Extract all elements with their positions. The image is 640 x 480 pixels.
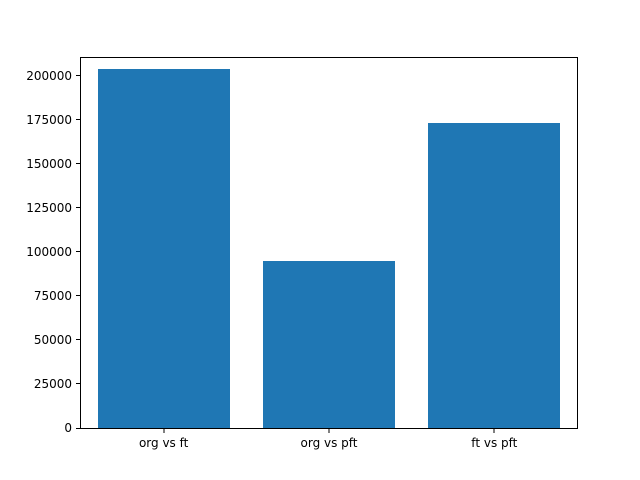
y-tick-label: 75000 xyxy=(33,288,72,303)
y-tick-label: 200000 xyxy=(26,68,72,83)
y-tick-label: 150000 xyxy=(26,156,72,171)
plot-area: 0 25000 50000 75000 100000 125000 150000 175000… xyxy=(26,57,578,449)
y-tick-mark xyxy=(76,427,80,429)
bar-org-vs-ft xyxy=(97,68,230,428)
y-tick-mark xyxy=(76,339,80,341)
y-tick-label: 100000 xyxy=(26,244,72,259)
y-tick-label: 25000 xyxy=(33,376,72,391)
y-tick-label: 125000 xyxy=(26,200,72,215)
y-tick-label: 0 xyxy=(64,421,72,435)
y-tick-mark xyxy=(76,251,80,253)
y-tick-label: 175000 xyxy=(26,112,72,127)
y-tick-label: 50000 xyxy=(33,332,72,347)
x-tick-mark xyxy=(493,429,495,433)
x-tick-label: org vs ft xyxy=(138,436,189,450)
x-tick-mark xyxy=(328,429,330,433)
y-tick-mark xyxy=(76,383,80,385)
x-tick-mark xyxy=(163,429,165,433)
x-tick-label: ft vs pft xyxy=(471,436,518,450)
y-tick-mark xyxy=(76,163,80,165)
bar-org-vs-pft xyxy=(262,260,396,428)
x-tick-label: org vs pft xyxy=(300,436,358,450)
y-tick-mark xyxy=(76,75,80,77)
bar-ft-vs-pft xyxy=(428,123,561,428)
y-tick-mark xyxy=(76,119,80,121)
y-tick-mark xyxy=(76,207,80,209)
y-tick-mark xyxy=(76,295,80,297)
